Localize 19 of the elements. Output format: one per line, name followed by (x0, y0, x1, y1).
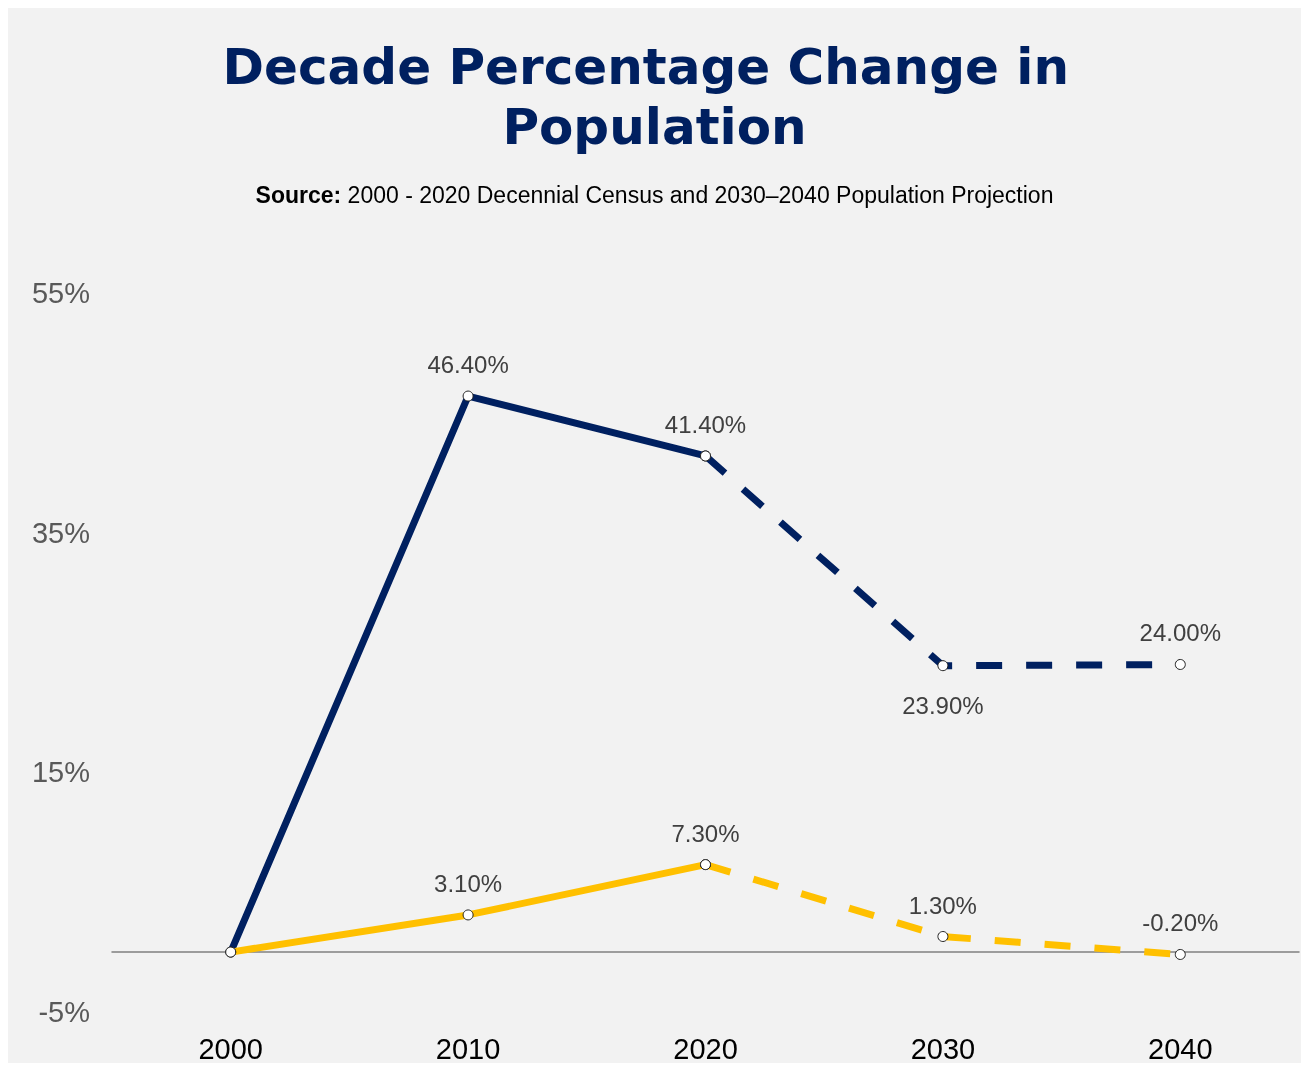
data-label: -0.20% (1142, 909, 1219, 937)
x-tick-label: 2010 (435, 1032, 501, 1065)
x-tick-label: 2030 (910, 1032, 976, 1065)
y-tick-label: 55% (31, 277, 90, 309)
chart-title: Decade Percentage Change in Population (222, 38, 1087, 156)
x-tick-label: 2000 (198, 1032, 263, 1065)
data-label: 24.00% (1139, 619, 1221, 647)
chart-subtitle: Source: 2000 - 2020 Decennial Census and 2030–2040 Population Projection (255, 181, 1054, 208)
x-tick-label: 2020 (673, 1032, 738, 1065)
x-tick-label: 2040 (1148, 1032, 1213, 1065)
data-label: 46.40% (427, 351, 509, 379)
y-tick-label: -5% (38, 996, 90, 1028)
data-label: 3.10% (434, 869, 503, 897)
data-label: 7.30% (671, 819, 740, 847)
y-tick-label: 35% (31, 516, 90, 549)
y-tick-label: 15% (31, 756, 90, 789)
data-label: 23.90% (902, 691, 984, 719)
data-label: 41.40% (664, 410, 747, 438)
data-label: 1.30% (908, 891, 977, 919)
